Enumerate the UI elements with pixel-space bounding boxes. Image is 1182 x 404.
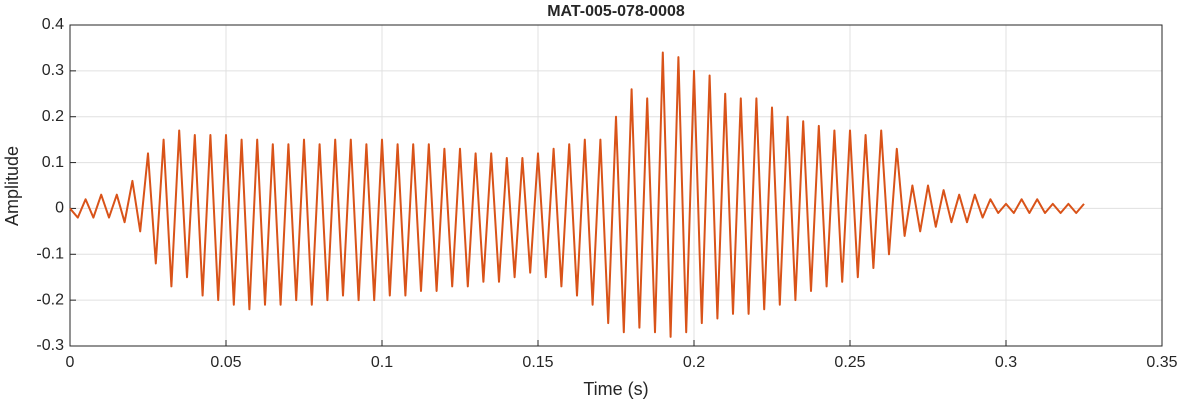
x-tick-label: 0	[66, 354, 75, 371]
x-tick-label: 0.3	[995, 354, 1017, 371]
x-tick-label: 0.25	[834, 354, 865, 371]
y-tick-label: -0.2	[36, 291, 64, 308]
y-tick-label: -0.1	[36, 246, 64, 263]
x-tick-label: 0.05	[210, 354, 241, 371]
plot-area	[70, 25, 1162, 346]
x-tick-label: 0.1	[371, 354, 393, 371]
x-tick-label: 0.2	[683, 354, 705, 371]
y-tick-label: 0	[55, 200, 64, 217]
y-tick-label: 0.4	[42, 16, 64, 33]
x-axis-label: Time (s)	[583, 379, 648, 399]
waveform-line	[69, 51, 1085, 338]
y-tick-label: 0.3	[42, 62, 64, 79]
x-tick-label: 0.15	[522, 354, 553, 371]
x-tick-label: 0.35	[1146, 354, 1177, 371]
y-axis-label: Amplitude	[2, 146, 22, 226]
axes-box	[69, 24, 1163, 347]
y-tick-label: 0.2	[42, 108, 64, 125]
chart-title: MAT-005-078-0008	[547, 3, 685, 20]
y-tick-label: 0.1	[42, 154, 64, 171]
y-tick-label: -0.3	[36, 337, 64, 354]
